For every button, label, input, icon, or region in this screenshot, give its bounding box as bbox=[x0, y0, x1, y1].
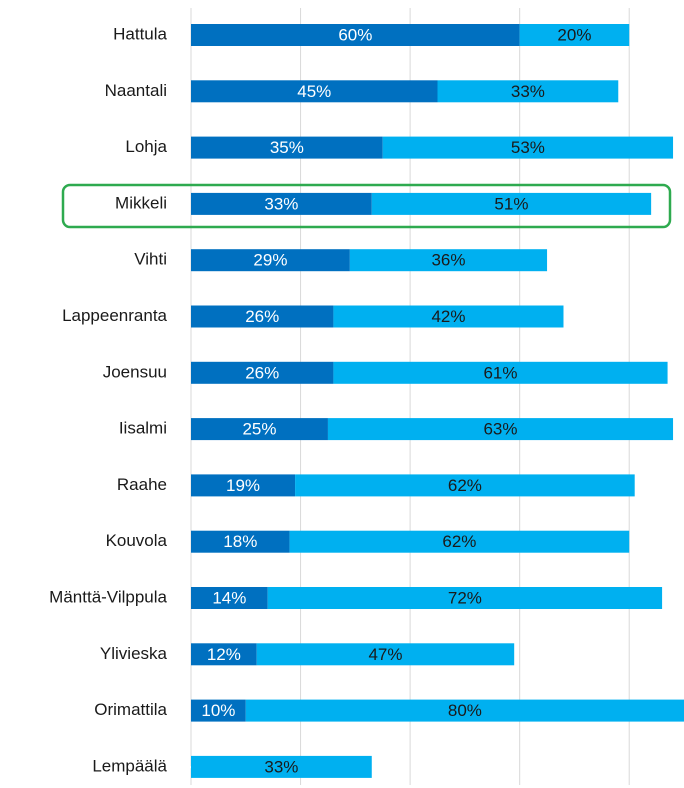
bar-segment bbox=[191, 361, 334, 384]
value-label: 25% bbox=[242, 420, 276, 439]
value-label: 26% bbox=[245, 307, 279, 326]
bar-segment bbox=[437, 80, 619, 103]
bar-segment bbox=[191, 418, 328, 441]
bar-segment bbox=[191, 699, 246, 722]
bar-segment bbox=[245, 699, 684, 722]
bar-segment bbox=[191, 587, 268, 609]
value-label: 80% bbox=[448, 701, 482, 720]
value-label: 18% bbox=[223, 532, 257, 551]
bar-segment bbox=[191, 249, 350, 272]
value-label: 29% bbox=[253, 251, 287, 270]
value-label: 33% bbox=[264, 194, 298, 213]
highlight-box bbox=[61, 183, 672, 229]
value-label: 33% bbox=[511, 82, 545, 101]
category-label: Joensuu bbox=[103, 362, 167, 381]
category-label: Lohja bbox=[125, 137, 167, 156]
category-label: Mikkeli bbox=[115, 193, 167, 212]
value-label: 47% bbox=[368, 645, 402, 664]
category-label: Iisalmi bbox=[119, 419, 167, 438]
category-label: Kouvola bbox=[106, 531, 168, 550]
value-label: 35% bbox=[270, 138, 304, 157]
value-label: 20% bbox=[557, 25, 591, 44]
category-label: Lappeenranta bbox=[62, 306, 167, 325]
value-label: 19% bbox=[226, 476, 260, 495]
bar-segment bbox=[382, 136, 674, 159]
bar-segment bbox=[519, 24, 630, 46]
bar-segment bbox=[191, 192, 372, 215]
bar-segment bbox=[191, 755, 372, 778]
bar-segment bbox=[191, 80, 438, 103]
bar-segment bbox=[191, 643, 257, 666]
category-label: Raahe bbox=[117, 475, 167, 494]
category-label: Mänttä-Vilppula bbox=[49, 587, 167, 606]
value-label: 36% bbox=[431, 251, 465, 270]
value-label: 26% bbox=[245, 363, 279, 382]
value-label: 33% bbox=[264, 757, 298, 776]
category-label: Naantali bbox=[105, 81, 167, 100]
value-label: 10% bbox=[201, 701, 235, 720]
value-label: 42% bbox=[431, 307, 465, 326]
bar-segment bbox=[267, 587, 663, 609]
category-label: Vihti bbox=[134, 250, 167, 269]
category-label: Hattula bbox=[113, 24, 167, 43]
value-label: 60% bbox=[338, 25, 372, 44]
value-label: 53% bbox=[511, 138, 545, 157]
bar-segment bbox=[333, 305, 564, 328]
bar-segment bbox=[191, 530, 290, 553]
value-label: 14% bbox=[212, 588, 246, 607]
value-label: 61% bbox=[483, 363, 517, 382]
value-label: 62% bbox=[442, 532, 476, 551]
value-label: 12% bbox=[207, 645, 241, 664]
bar-segment bbox=[295, 474, 635, 497]
value-label: 63% bbox=[483, 420, 517, 439]
category-label: Ylivieska bbox=[100, 644, 168, 663]
value-label: 51% bbox=[494, 194, 528, 213]
bar-segment bbox=[371, 192, 652, 215]
value-label: 45% bbox=[297, 82, 331, 101]
bar-segment bbox=[191, 136, 383, 159]
bar-segment bbox=[191, 474, 296, 497]
bar-segment bbox=[191, 24, 520, 46]
value-label: 72% bbox=[448, 588, 482, 607]
category-label: Lempäälä bbox=[92, 756, 167, 775]
value-label: 62% bbox=[448, 476, 482, 495]
bar-segment bbox=[256, 643, 515, 666]
bar-segment bbox=[349, 249, 548, 272]
category-label: Orimattila bbox=[94, 700, 167, 719]
bar-segment bbox=[289, 530, 630, 553]
bar-segment bbox=[333, 361, 668, 384]
bar-segment bbox=[327, 418, 674, 441]
bar-segment bbox=[191, 305, 334, 328]
